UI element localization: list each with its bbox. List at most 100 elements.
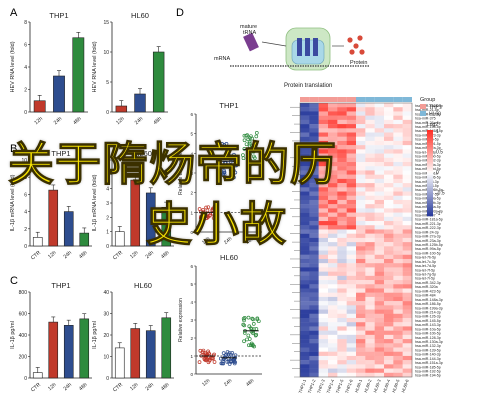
heatmap-cell	[300, 149, 310, 154]
x-tick-label: 12h	[129, 382, 140, 392]
heatmap-cell	[328, 280, 338, 285]
heatmap-cell	[328, 216, 338, 222]
data-point	[241, 153, 245, 157]
heatmap-cell	[356, 124, 366, 129]
heatmap-cell	[300, 195, 310, 201]
heatmap-cell	[374, 275, 385, 281]
group-bar-cell	[318, 97, 328, 102]
heatmap-cell	[309, 271, 319, 277]
heatmap-cell	[384, 149, 394, 154]
mature-trna	[243, 32, 259, 52]
heatmap-cell	[402, 136, 413, 142]
row-label: hsa-miR-185-5p	[415, 365, 441, 369]
heatmap-cell	[374, 339, 385, 344]
heatmap-cell	[356, 115, 366, 121]
y-tick-label: 0	[190, 372, 193, 377]
data-point	[225, 360, 230, 364]
heatmap-cell	[337, 339, 347, 344]
legend-item-label: THP1	[429, 105, 442, 111]
heatmap-cell	[346, 368, 357, 373]
group-bar-cell	[393, 97, 403, 102]
protein-bead	[347, 37, 353, 43]
heatmap-cell	[328, 225, 338, 230]
heatmap-cell	[356, 368, 366, 373]
y-axis-label: IL-1β mRNA level (fold)	[10, 174, 16, 231]
heatmap-cell	[384, 103, 394, 108]
heatmap-cell	[309, 372, 319, 378]
heatmap-cell	[393, 347, 403, 352]
heatmap-cell	[402, 140, 413, 146]
heatmap-cell	[356, 275, 366, 281]
y-tick-label: 15	[103, 20, 109, 26]
data-point	[199, 215, 203, 220]
heatmap-cell	[374, 103, 385, 108]
row-label: hsa-miR-451a	[415, 171, 438, 175]
column-label: HL60-2	[363, 378, 373, 393]
heatmap-cell	[346, 149, 357, 154]
scale-swatch	[427, 155, 433, 159]
heatmap-cell	[356, 216, 366, 222]
heatmap-cell	[356, 170, 366, 175]
heatmap-cell	[346, 157, 357, 163]
scale-swatch	[427, 166, 433, 169]
y-tick-label: 5	[106, 172, 109, 178]
heatmap-cell	[384, 292, 394, 298]
heatmap-cell	[300, 339, 310, 344]
x-tick-label: 24h	[63, 382, 74, 392]
heatmap-cell	[346, 199, 357, 205]
heatmap-cell	[393, 136, 403, 142]
heatmap-cell	[328, 212, 338, 218]
heatmap-cell	[384, 258, 394, 264]
heatmap-cell	[309, 305, 319, 310]
y-axis-label: IL-1β pg/ml	[10, 321, 16, 349]
heatmap-cell	[365, 166, 375, 171]
heatmap-cell	[365, 132, 375, 137]
heatmap-cell	[318, 128, 329, 133]
row-label: hsa-miR-100-5p	[415, 251, 441, 255]
heatmap-cell	[318, 237, 329, 243]
heatmap-cell	[365, 351, 375, 357]
heatmap-cell	[309, 183, 319, 188]
heatmap-cell	[309, 128, 319, 133]
heatmap-cell	[337, 183, 347, 188]
heatmap-cell	[309, 187, 319, 192]
data-point	[247, 337, 252, 341]
row-label: hsa-miR-17-5p	[415, 192, 439, 196]
heatmap-cell	[365, 322, 375, 327]
heatmap-cell	[374, 199, 385, 205]
heatmap-cell	[318, 174, 329, 180]
heatmap-cell	[346, 216, 357, 222]
heatmap-cell	[328, 221, 338, 226]
bar-12h	[130, 179, 141, 247]
heatmap-cell	[300, 271, 310, 277]
heatmap-cell	[384, 301, 394, 306]
heatmap-cell	[300, 250, 310, 255]
heatmap-cell	[402, 124, 413, 129]
heatmap-cell	[374, 149, 385, 154]
heatmap-cell	[300, 103, 310, 108]
scale-swatch	[427, 185, 433, 189]
heatmap-cell	[393, 166, 403, 171]
heatmap-cell	[300, 355, 310, 361]
heatmap-cell	[356, 254, 366, 260]
heatmap-cell	[318, 187, 329, 192]
heatmap-cell	[337, 178, 347, 184]
data-point	[246, 333, 251, 338]
heatmap-cell	[337, 288, 347, 293]
group-bar-cell	[328, 97, 338, 102]
heatmap-cell	[318, 284, 329, 289]
y-tick-label: 2	[24, 88, 27, 94]
heatmap-cell	[374, 128, 385, 133]
heatmap-cell	[337, 140, 347, 146]
heatmap-cell	[328, 364, 338, 369]
heatmap-cell	[346, 280, 357, 285]
heatmap-cell	[384, 246, 394, 251]
protein-bead	[359, 49, 365, 55]
heatmap-cell	[309, 229, 319, 234]
heatmap-cell	[328, 229, 338, 234]
heatmap-cell	[309, 347, 319, 352]
x-tick-label: 24h	[223, 378, 233, 388]
heatmap-cell	[346, 166, 357, 171]
heatmap-cell	[384, 271, 394, 277]
bar-24h	[145, 330, 156, 379]
